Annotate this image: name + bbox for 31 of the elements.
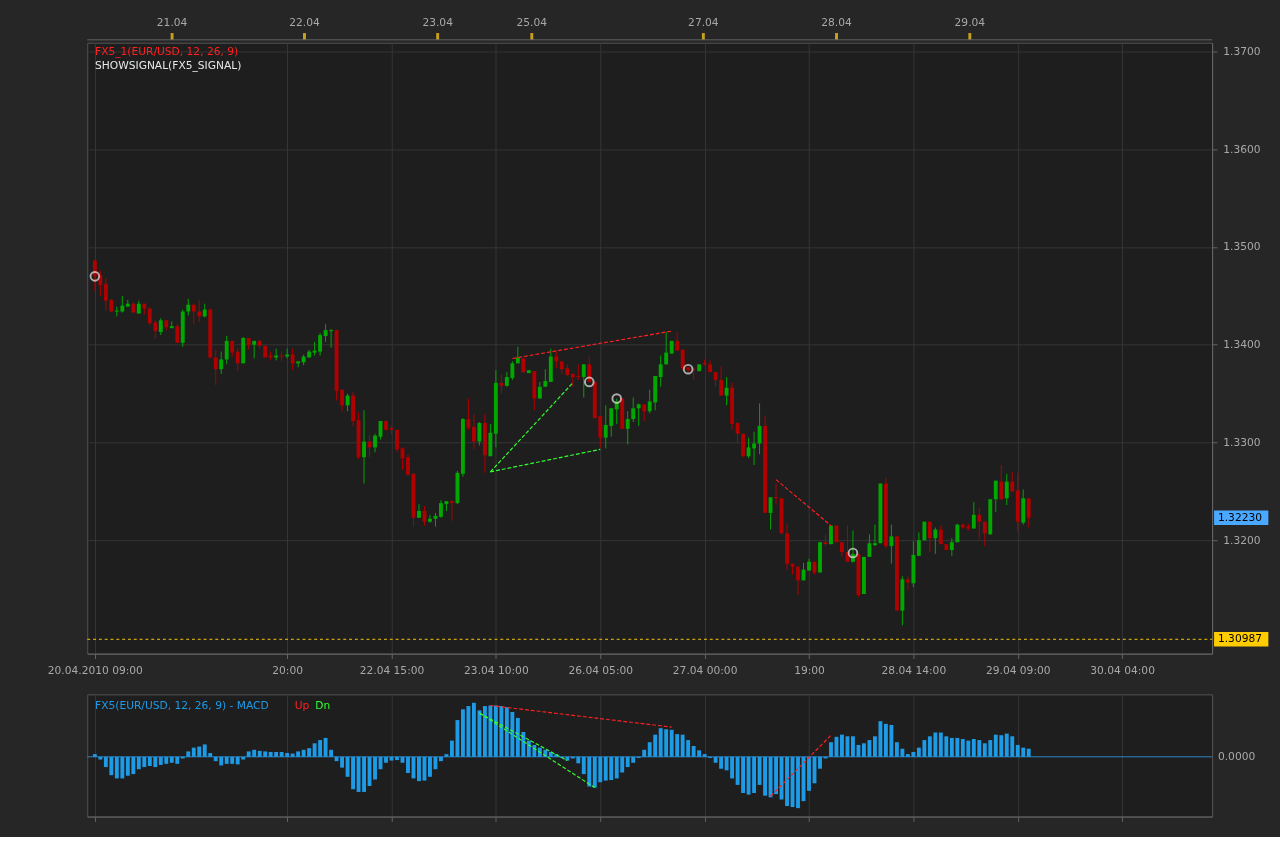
text: 25.04 (516, 16, 548, 30)
x-tick-label: 29.04 09:00 (985, 663, 1051, 677)
y-tick-label: 1.3500 (1223, 240, 1261, 254)
text: 29.04 (954, 16, 986, 30)
y-tick-label: 1.3300 (1223, 435, 1261, 449)
x-tick-label: 28.04 14:00 (881, 663, 947, 677)
y-tick-label: 1.3600 (1223, 142, 1261, 156)
ref-line-label: 0.0000 (1217, 749, 1256, 763)
text: 28.04 (821, 16, 852, 30)
text: 23.04 (422, 16, 454, 30)
y-tick-label: 1.3700 (1223, 44, 1261, 58)
x-tick-label: 30.04 04:00 (1090, 663, 1156, 677)
x-tick-label: 23.04 10:00 (464, 663, 529, 677)
text: 27.04 (688, 16, 719, 30)
x-tick-label: 27.04 00:00 (672, 663, 738, 677)
x-tick-label: 20:00 (272, 663, 304, 677)
y-tick-label: 1.3200 (1223, 533, 1261, 547)
text: 21.04 (156, 16, 188, 30)
text: Dn (315, 698, 331, 712)
text: 1.32230 (1217, 510, 1263, 524)
text: FX5(EUR/USD, 12, 26, 9) - MACD (95, 698, 269, 712)
text: Up (294, 698, 310, 712)
text: SHOWSIGNAL(FX5_SIGNAL) (95, 58, 242, 72)
y-tick-label: 1.3400 (1223, 338, 1261, 352)
ref-line-label: 1.30987 (1217, 632, 1263, 646)
x-tick-label: 26.04 05:00 (568, 663, 634, 677)
text: FX5_1(EUR/USD, 12, 26, 9) (95, 45, 239, 59)
text: 22.04 (289, 16, 320, 30)
x-tick-label: 19:00 (794, 663, 826, 677)
x-tick-label: 22.04 15:00 (359, 663, 425, 677)
x-tick-label: 20.04.2010 09:00 (47, 663, 144, 677)
